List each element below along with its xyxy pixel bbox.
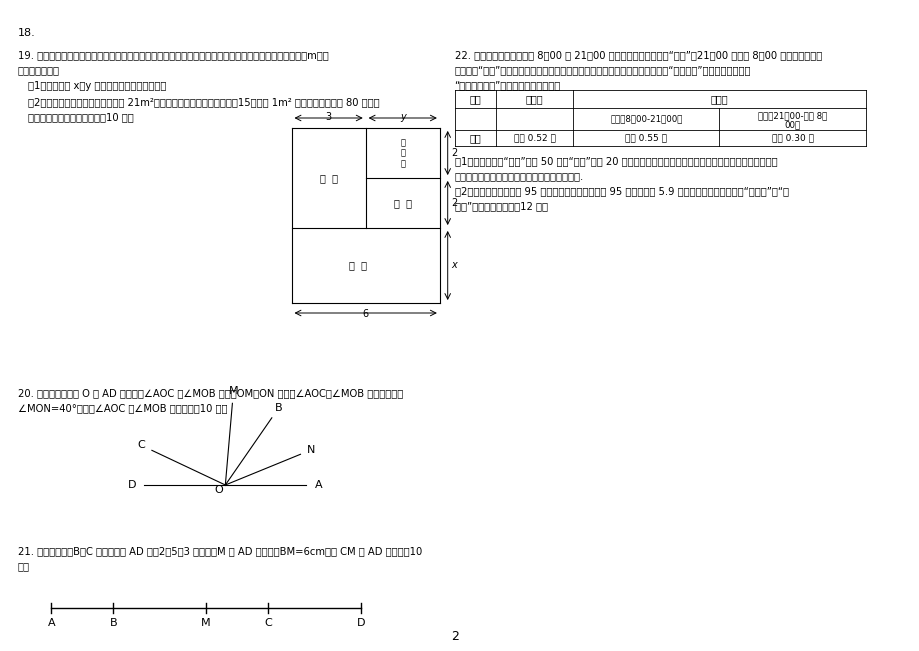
Text: 期，简称“谷时”，为了缓解供电需求紧张矛盾，某市电力部门于本月初统一换装“峰谷分时”电表，对用电实行: 期，简称“谷时”，为了缓解供电需求紧张矛盾，某市电力部门于本月初统一换装“峰谷分… [454,65,750,75]
Text: A: A [48,618,55,628]
Text: O: O [214,485,222,495]
Text: x: x [451,260,457,271]
Text: （1）写出用含 x、y 的代数式表示地面总面积；: （1）写出用含 x、y 的代数式表示地面总面积； [28,81,165,91]
Text: B: B [275,403,282,413]
Text: M: M [229,386,238,396]
Text: 18.: 18. [17,28,36,38]
Text: M: M [201,618,210,628]
Text: 换表前: 换表前 [526,94,543,104]
Text: （2）小张家这个月用电 95 度，经测算比换表前使用 95 度电节省了 5.9 元，问小张家这个月使用“峰时电”和“谷: （2）小张家这个月用电 95 度，经测算比换表前使用 95 度电节省了 5.9 … [454,186,788,196]
Text: y: y [400,112,405,122]
Text: 每度 0.30 元: 每度 0.30 元 [771,133,812,143]
Text: B: B [109,618,117,628]
Text: 客  厅: 客 厅 [348,260,367,271]
Text: ∠MON=40°，试求∠AOC 与∠MOB 的度数。（10 分）: ∠MON=40°，试求∠AOC 与∠MOB 的度数。（10 分） [17,403,227,413]
Text: D: D [128,480,137,490]
Text: 还是减少了？增多或减少了多少元？请说明理由.: 还是减少了？增多或减少了多少元？请说明理由. [454,171,584,181]
Text: N: N [307,445,315,455]
Text: 换表后: 换表后 [709,94,728,104]
Text: 卫
生
间: 卫 生 间 [400,138,404,168]
Text: “峰谷分时电价”新政策，具体见下表：: “峰谷分时电价”新政策，具体见下表： [454,80,561,90]
Text: 时间: 时间 [469,94,481,104]
Text: 峰时（8：00-21：00）: 峰时（8：00-21：00） [609,115,682,124]
Text: 每度 0.52 元: 每度 0.52 元 [513,133,555,143]
Text: 每度 0.55 元: 每度 0.55 元 [625,133,666,143]
Text: 20. 如图所示，已知 O 为 AD 上一点，∠AOC 与∠MOB 互补，OM、ON 分别是∠AOC、∠MOB 的平分线，若: 20. 如图所示，已知 O 为 AD 上一点，∠AOC 与∠MOB 互补，OM、… [17,388,403,398]
Text: C: C [137,440,145,450]
Text: 21. 已知，如图，B、C 两点把线段 AD 分成2：5：3 三部分，M 为 AD 的中点，BM=6cm，求 CM 和 AD 的长。（10: 21. 已知，如图，B、C 两点把线段 AD 分成2：5：3 三部分，M 为 A… [17,546,422,556]
Text: C: C [264,618,271,628]
Text: 分）: 分） [17,561,29,571]
Text: 輔地砖的总费用为多少元？（10 分）: 輔地砖的总费用为多少元？（10 分） [28,112,133,122]
Text: D: D [356,618,365,628]
Text: 2: 2 [451,148,458,158]
Text: 19. 小王家购了一套经济适用房，装家准备将地面铺上地砖，地面结构如图所示，根据图中的数据（单位：m），: 19. 小王家购了一套经济适用房，装家准备将地面铺上地砖，地面结构如图所示，根据… [17,50,328,60]
Text: 00）: 00） [784,120,800,129]
Text: 解答下列问题：: 解答下列问题： [17,65,60,75]
Text: 2: 2 [450,630,458,643]
Text: 22. 据电力部门统计，每天 8：00 至 21：00 是用电的高峰期，简称“峰时”，21：00 至次日 8：00 是用电的低谷时: 22. 据电力部门统计，每天 8：00 至 21：00 是用电的高峰期，简称“峰… [454,50,821,60]
Text: 卧  室: 卧 室 [319,173,337,183]
Text: 6: 6 [362,309,369,319]
Text: 厨  房: 厨 房 [393,198,412,208]
Text: （1）小张家上月“峰时”用电 50 度，“谷时”用电 20 度，若上月初换表，则相对于换表前小张家的电费是增多了: （1）小张家上月“峰时”用电 50 度，“谷时”用电 20 度，若上月初换表，则… [454,156,777,166]
Text: 3: 3 [325,112,332,122]
Text: 时电”分别是多少度？（12 分）: 时电”分别是多少度？（12 分） [454,201,547,211]
Text: 电价: 电价 [469,133,481,143]
Text: （2）已知客厅面积比卫生间面积多 21m²，且地面总面积是卫生间面积的15倍，铺 1m² 地砖的平均费用为 80 元，求: （2）已知客厅面积比卫生间面积多 21m²，且地面总面积是卫生间面积的15倍，铺… [28,97,379,107]
Text: 谷时（21：00-次日 8：: 谷时（21：00-次日 8： [757,111,826,120]
Text: A: A [314,480,322,490]
Text: 2: 2 [451,198,458,208]
